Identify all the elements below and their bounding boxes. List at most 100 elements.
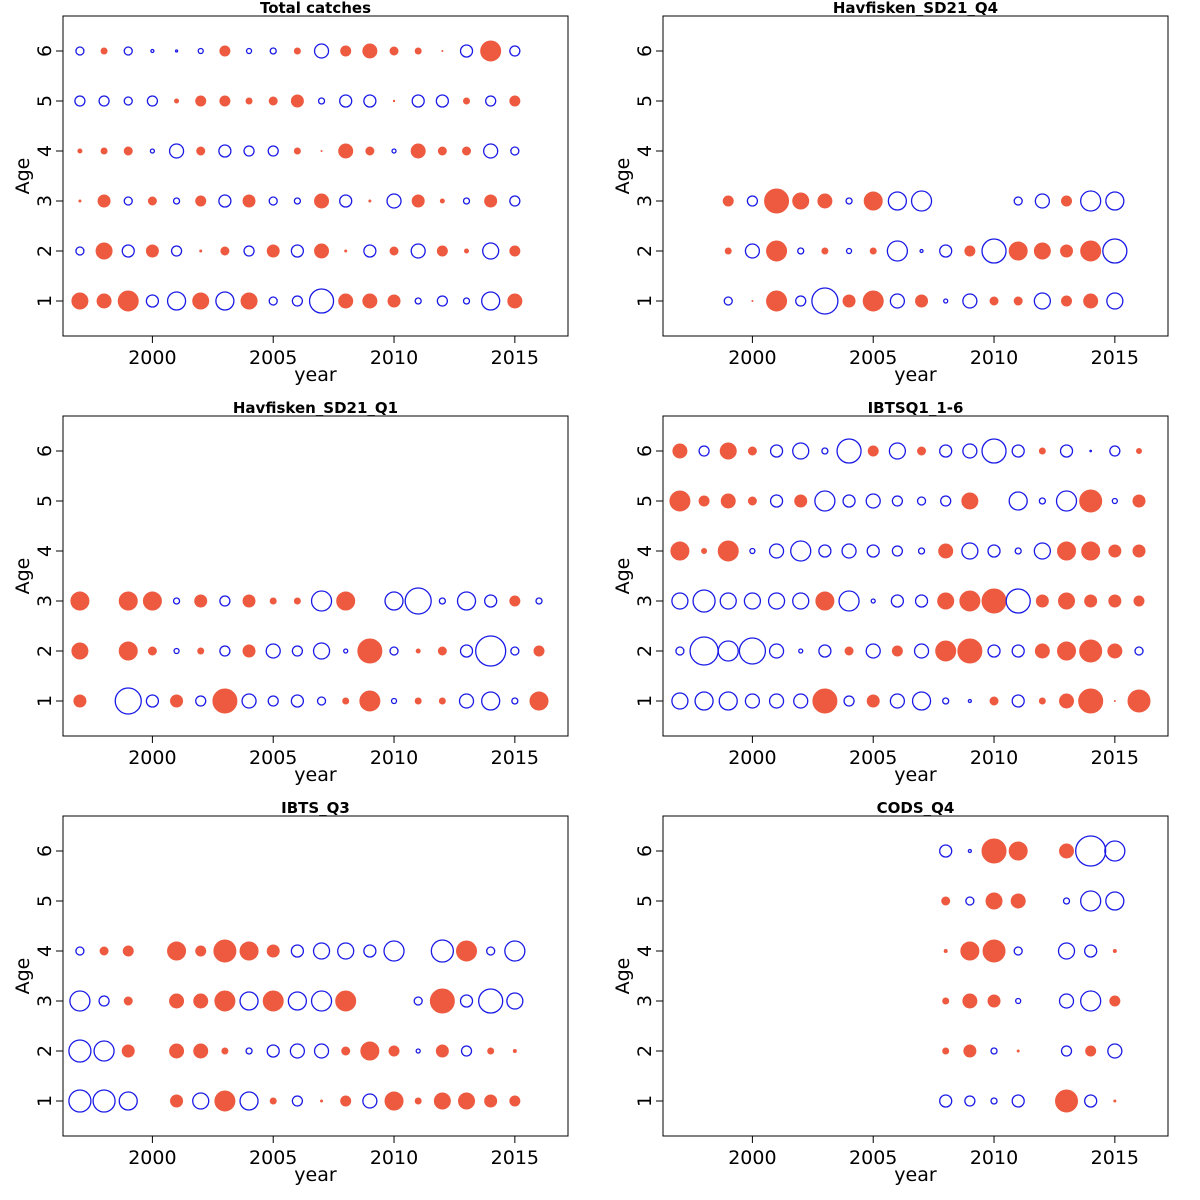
x-axis-label: year [894,1164,937,1186]
bubble-positive [981,838,1007,864]
bubble-negative [671,692,689,710]
bubble-positive [1127,689,1151,713]
bubble-negative [1055,490,1078,512]
bubble-negative [943,298,949,304]
bubble-positive [1058,592,1076,610]
bubble-positive [214,990,236,1012]
y-tick-label: 3 [34,195,56,207]
y-tick-label: 4 [34,145,56,157]
bubble-negative [743,592,762,610]
y-tick-label: 2 [34,1045,56,1057]
bubble-positive [464,248,470,254]
bubble-negative [462,297,471,305]
y-tick-label: 2 [634,245,656,257]
bubble-positive [239,941,259,961]
y-tick-label: 5 [634,895,656,907]
bubble-positive [384,1091,404,1111]
y-tick-label: 3 [634,195,656,207]
bubble-negative [1080,890,1102,912]
panel-1: Total catches 2000 2005 2010 2015 year 1 2 3 4 5 6 A… [12,0,569,386]
x-axis-label: year [894,764,937,786]
bubble-positive [145,244,159,258]
bubble-positive [336,591,356,611]
bubble-negative [1080,190,1102,212]
bubble-negative [268,296,278,306]
bubble-positive [512,1049,517,1053]
bubble-negative [243,145,255,157]
bubble-negative [410,243,426,259]
y-tick-label: 3 [34,995,56,1007]
bubble-negative [1060,1045,1073,1057]
bubble-negative [843,695,855,707]
bubble-positive [1108,594,1122,608]
bubble-positive [414,1097,422,1105]
bubble-positive [314,193,330,209]
bubble-positive [414,697,422,705]
bubble-positive [362,43,378,59]
bubble-positive [1059,693,1075,709]
bubble-negative [965,896,975,906]
bubble-negative [1005,588,1031,614]
bubble-positive [269,597,277,605]
bubble-positive [117,290,139,312]
bubble-negative [239,1091,259,1111]
bubble-negative [1011,694,1025,708]
bubble-negative [438,597,447,605]
bubble-negative [68,1039,92,1063]
bubble-positive [99,946,109,956]
bubble-negative [414,297,422,305]
x-tick-label: 2005 [849,1147,897,1169]
bubble-positive [95,242,113,260]
y-tick-label: 5 [34,495,56,507]
bubble-negative [145,694,160,708]
bubble-positive [147,646,157,656]
bubble-positive [169,1043,185,1059]
bubble-negative [1008,491,1028,511]
bubble-positive [862,290,884,312]
bubble-negative [312,642,331,660]
bubble-negative [339,194,353,208]
x-tick-label: 2010 [370,1147,418,1169]
bubble-negative [121,244,135,258]
bubble-positive [941,896,951,906]
bubble-series [669,438,1151,714]
bubble-negative [939,844,953,858]
bubble-positive [359,690,381,712]
bubble-negative [768,693,785,709]
bubble-positive [293,597,301,605]
bubble-positive [670,541,690,561]
y-axis-label: Age [12,958,34,995]
bubble-positive [698,495,710,507]
bubble-negative [404,587,432,615]
bubble-negative [914,594,929,608]
y-tick-label: 1 [634,695,656,707]
y-tick-label: 6 [634,45,656,57]
bubble-positive [1080,240,1102,262]
bubble-negative [478,988,504,1014]
bubble-negative [870,598,876,604]
bubble-positive [411,194,425,208]
bubble-negative [168,143,185,159]
bubble-positive [169,993,185,1009]
bubble-positive [487,1047,495,1055]
bubble-negative [919,248,924,254]
bubble-negative [173,647,180,655]
bubble-positive [1081,541,1101,561]
bubble-negative [838,590,860,612]
y-tick-label: 6 [34,445,56,457]
bubble-negative [172,597,181,605]
bubble-positive [1132,544,1146,558]
bubble-positive [219,45,231,57]
bubble-negative [811,287,839,315]
bubble-negative [836,438,862,464]
bubble-negative [911,691,932,711]
bubble-negative [1011,644,1025,658]
bubble-positive [266,944,280,958]
bubble-negative [92,1089,116,1113]
bubble-positive [942,1047,950,1055]
bubble-positive [942,997,950,1005]
bubble-negative [981,238,1007,264]
bubble-positive [672,443,688,459]
bubble-positive [1113,700,1116,702]
bubble-negative [1062,897,1071,905]
